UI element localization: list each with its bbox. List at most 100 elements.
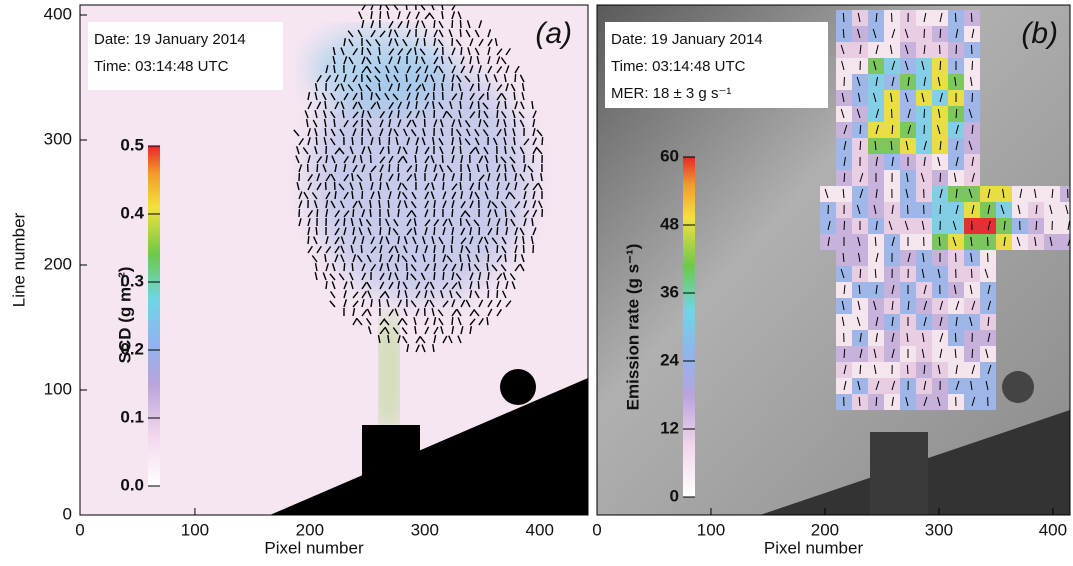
y-tick-label: 400 — [44, 4, 72, 23]
emission-pixel — [916, 74, 932, 90]
y-tick-label: 100 — [44, 379, 72, 398]
emission-pixel — [852, 234, 868, 250]
emission-pixel — [900, 90, 916, 106]
x-axis-label: Pixel number — [764, 538, 864, 557]
emission-pixel — [884, 26, 900, 42]
annotation: MER: 18 ± 3 g s⁻¹ — [611, 85, 731, 102]
emission-pixel — [900, 122, 916, 138]
emission-pixel — [836, 298, 852, 314]
emission-pixel — [836, 58, 852, 74]
wind-arrow — [907, 205, 908, 214]
emission-pixel — [868, 202, 884, 218]
emission-pixel — [900, 250, 916, 266]
emission-pixel — [884, 394, 900, 410]
wind-arrow — [434, 20, 435, 28]
emission-pixel — [884, 90, 900, 106]
emission-pixel — [964, 250, 980, 266]
wind-arrow — [496, 155, 497, 163]
emission-pixel — [932, 394, 948, 410]
emission-pixel — [1012, 234, 1028, 250]
wind-arrow — [352, 263, 353, 271]
colorbar-tick-label: 0.4 — [120, 203, 144, 222]
emission-pixel — [868, 282, 884, 298]
wind-arrow — [388, 200, 389, 208]
emission-pixel — [932, 90, 948, 106]
emission-pixel — [884, 282, 900, 298]
emission-pixel — [948, 170, 964, 186]
emission-pixel — [932, 266, 948, 282]
wind-arrow — [860, 141, 861, 150]
emission-pixel — [1028, 186, 1044, 202]
wind-arrow — [379, 83, 380, 91]
emission-pixel — [852, 314, 868, 330]
colorbar — [148, 146, 160, 486]
emission-pixel — [868, 90, 884, 106]
wind-arrow — [308, 236, 309, 244]
x-tick-label: 400 — [1039, 520, 1067, 539]
wind-arrow — [478, 281, 479, 289]
emission-pixel — [964, 282, 980, 298]
emission-pixel — [852, 298, 868, 314]
wind-arrow — [940, 173, 941, 182]
emission-pixel — [836, 106, 852, 122]
emission-pixel — [980, 378, 996, 394]
wind-arrow — [389, 227, 390, 235]
emission-pixel — [900, 186, 916, 202]
wind-arrow — [451, 245, 452, 253]
emission-pixel — [996, 202, 1012, 218]
x-tick-label: 400 — [526, 520, 554, 539]
x-tick-label: 300 — [925, 520, 953, 539]
emission-pixel — [820, 186, 836, 202]
wind-arrow — [940, 29, 941, 38]
emission-pixel — [964, 202, 980, 218]
wind-arrow — [515, 254, 516, 262]
emission-pixel — [964, 378, 980, 394]
wind-arrow — [344, 263, 345, 271]
emission-pixel — [996, 234, 1012, 250]
emission-pixel — [900, 58, 916, 74]
emission-pixel — [964, 314, 980, 330]
emission-pixel — [916, 266, 932, 282]
wind-arrow — [434, 83, 435, 91]
wind-arrow — [506, 218, 507, 226]
wind-arrow — [523, 245, 524, 253]
emission-pixel — [980, 218, 996, 234]
emission-pixel — [932, 106, 948, 122]
emission-pixel — [868, 330, 884, 346]
x-tick-label: 200 — [811, 520, 839, 539]
wind-arrow — [505, 101, 506, 109]
emission-pixel — [836, 122, 852, 138]
emission-pixel — [980, 298, 996, 314]
wind-arrow — [452, 236, 453, 244]
emission-pixel — [964, 394, 980, 410]
emission-pixel — [980, 346, 996, 362]
emission-pixel — [868, 362, 884, 378]
wind-arrow — [461, 47, 462, 55]
emission-pixel — [852, 10, 868, 26]
emission-pixel — [948, 186, 964, 202]
colorbar-label: SCD (g m⁻²) — [115, 267, 134, 364]
wind-arrow — [972, 93, 973, 102]
emission-pixel — [884, 42, 900, 58]
x-tick-label: 0 — [592, 520, 601, 539]
emission-pixel — [916, 298, 932, 314]
wind-arrow — [361, 245, 362, 253]
emission-pixel — [836, 138, 852, 154]
wind-arrow — [415, 155, 416, 163]
wind-arrow — [514, 92, 515, 100]
x-tick-label: 100 — [697, 520, 725, 539]
wind-arrow — [379, 299, 380, 307]
emission-pixel — [1012, 186, 1028, 202]
emission-pixel — [1044, 234, 1060, 250]
emission-pixel — [916, 346, 932, 362]
colorbar-tick-label: 24 — [660, 350, 679, 369]
wind-arrow — [406, 74, 407, 82]
emission-pixel — [964, 74, 980, 90]
wind-arrow — [860, 269, 861, 278]
emission-pixel — [916, 394, 932, 410]
y-tick-label: 200 — [44, 254, 72, 273]
emission-pixel — [916, 138, 932, 154]
wind-arrow — [460, 182, 461, 190]
emission-pixel — [852, 170, 868, 186]
figure: 01002003004000100200300400Pixel numberLi… — [0, 0, 1073, 561]
